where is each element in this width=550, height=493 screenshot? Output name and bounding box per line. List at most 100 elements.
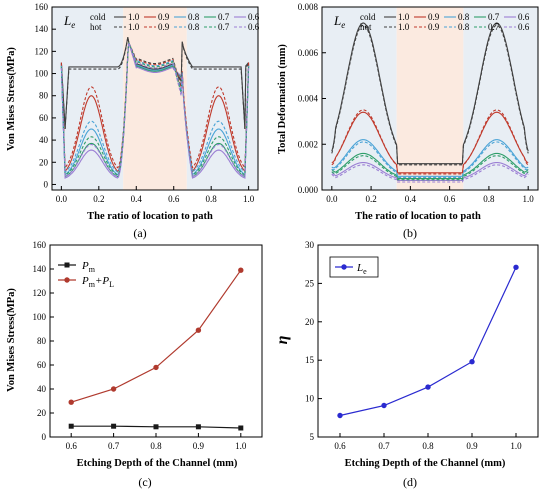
panel-c-frame — [49, 244, 263, 438]
panel-c-ytick-label: 140 — [33, 264, 47, 274]
panel-b-legend-row-label: cold — [360, 12, 376, 22]
panel-d-data-point — [337, 412, 343, 419]
panel-d-xtick-label: 1.0 — [510, 441, 522, 451]
panel-d-xtick-label: 0.9 — [466, 441, 478, 451]
panel-b-xtick-label: 0.6 — [444, 194, 456, 204]
panel-c-data-point — [238, 267, 244, 273]
panel-a-ytick-label: 120 — [35, 46, 49, 56]
panel-b-legend-entry: 0.9 — [428, 12, 440, 22]
panel-a: 0.0 0.2 0.4 0.6 0.8 1.0 0 20 40 60 80 100 120 140 160 L… — [6, 2, 260, 240]
panel-b-legend-row-label: hot — [360, 22, 372, 32]
panel-a-legend-row-label: cold — [90, 12, 106, 22]
panel-c-legend-entry: Pm — [81, 260, 96, 274]
panel-c-legend-marker — [64, 277, 70, 283]
panel-b-xlabel: The ratio of location to path — [355, 211, 481, 222]
panel-d-ytick-label: 5 — [310, 432, 315, 442]
panel-a-series-line-cold-0-8 — [60, 42, 250, 176]
panel-c-data-point — [195, 424, 201, 430]
panel-a-frame — [51, 6, 259, 191]
panel-b-legend-entry: 0.8 — [458, 12, 470, 22]
panel-c-xlabel: Etching Depth of the Channel (mm) — [77, 458, 238, 469]
panel-d-data-point — [513, 264, 519, 270]
panel-a-series-line-hot-0-8 — [60, 42, 250, 174]
panel-d-data-point — [425, 384, 431, 390]
panel-a-ytick-label: 20 — [39, 157, 49, 167]
panel-b-xtick-label: 1.0 — [523, 194, 535, 204]
panel-a-ytick-label: 80 — [39, 91, 49, 101]
panel-b-legend-symbol: Le — [333, 13, 345, 30]
panel-b-series-line-cold-0-8 — [331, 139, 529, 177]
panel-d-ytick-label: 25 — [305, 278, 315, 288]
panel-a-legend-entry: 0.7 — [218, 12, 230, 22]
panel-b-legend-entry: 0.6 — [518, 12, 530, 22]
panel-b-legend-entry: 0.9 — [428, 22, 440, 32]
panel-a-ytick-label: 60 — [39, 113, 49, 123]
panel-d-plot-area: 0.6 0.7 0.8 0.9 1.0 5 10 15 20 25 30 Le — [305, 240, 539, 451]
panel-c-data-point — [238, 425, 244, 431]
panel-b-series-line-cold-0-7 — [331, 152, 529, 180]
panel-c-xtick-label: 0.8 — [150, 441, 162, 451]
panel-d: 0.6 0.7 0.8 0.9 1.0 5 10 15 20 25 30 Le Etching Dep… — [274, 240, 539, 489]
panel-b-series-line-cold-0-9 — [331, 111, 529, 174]
panel-d-label: (d) — [403, 475, 417, 489]
panel-a-ytick-label: 140 — [35, 24, 49, 34]
panel-a-series-line-cold-0-6 — [60, 42, 250, 179]
panel-c-data-point — [110, 386, 117, 392]
panel-b-xtick-label: 0.0 — [326, 194, 338, 204]
panel-a-legend-entry: 0.9 — [158, 12, 170, 22]
panel-b-bg-region-1 — [396, 7, 464, 190]
panel-c-data-point — [153, 364, 159, 371]
panel-d-xtick-label: 0.7 — [378, 441, 390, 451]
panel-c-ylabel: Von Mises Stress(MPa) — [6, 288, 17, 392]
panel-a-series-line-hot-0-6 — [60, 42, 250, 178]
panel-b-frame — [321, 6, 539, 191]
panel-b-label: (b) — [403, 226, 417, 240]
panel-b-series-line-cold-0-6 — [331, 162, 529, 181]
panel-c-ytick-label: 20 — [37, 408, 47, 418]
panel-b-xtick-label: 0.4 — [405, 194, 417, 204]
panel-a-legend-entry: 0.6 — [248, 22, 260, 32]
panel-d-xtick-label: 0.8 — [422, 441, 434, 451]
panel-d-ytick-label: 15 — [305, 355, 315, 365]
panel-b-series-line-hot-0-8 — [331, 141, 529, 178]
panel-b: 0.0 0.2 0.4 0.6 0.8 1.0 0.000 0.002 0.004 0.006 0.… — [277, 2, 539, 240]
panel-b-ytick-label: 0.004 — [298, 94, 319, 104]
panel-d-ytick-label: 20 — [305, 317, 315, 327]
panel-a-plot-area: 0.0 0.2 0.4 0.6 0.8 1.0 0 20 40 60 80 100 120 140 160 L… — [35, 2, 260, 204]
panel-c-ytick-label: 60 — [37, 360, 47, 370]
panel-c-ytick-label: 160 — [33, 240, 47, 250]
panel-c-data-point — [68, 423, 74, 429]
panel-d-legend: Le — [329, 256, 379, 278]
panel-a-xtick-label: 1.0 — [243, 194, 255, 204]
panel-d-series-line-0 — [339, 267, 517, 417]
panel-a-legend: Le cold 1.0 0.9 0.8 0.7 0.6 hot 1.0 0.9 0.8 0.7 0.6 — [63, 12, 260, 32]
panel-c-ytick-label: 80 — [37, 336, 47, 346]
panel-b-legend-entry: 1.0 — [398, 12, 410, 22]
panel-a-series-line-cold-0-7 — [60, 42, 250, 178]
panel-a-legend-entry: 0.8 — [188, 12, 200, 22]
panel-d-xlabel: Etching Depth of the Channel (mm) — [345, 458, 506, 469]
panel-c: 0.6 0.7 0.8 0.9 1.0 0 20 40 60 80 100 120 140 160 PmPm… — [6, 240, 263, 489]
panel-c-ytick-label: 100 — [33, 312, 47, 322]
panel-d-ylabel: η — [274, 335, 291, 344]
panel-c-xtick-label: 0.9 — [193, 441, 205, 451]
panel-a-ytick-label: 160 — [35, 2, 49, 12]
panel-b-legend-entry: 0.7 — [488, 22, 500, 32]
panel-a-legend-entry: 1.0 — [128, 22, 140, 32]
panel-a-legend-entry: 0.8 — [188, 22, 200, 32]
panel-a-ylabel: Von Mises Stress(MPa) — [6, 47, 17, 151]
panel-c-series-line-1 — [71, 269, 242, 403]
panel-c-xtick-label: 0.7 — [108, 441, 120, 451]
panel-a-series-line-hot-0-7 — [60, 42, 250, 177]
panel-b-ylabel: Total Deformation (mm) — [277, 44, 288, 154]
panel-d-data-point — [381, 402, 387, 409]
panel-a-legend-entry: 1.0 — [128, 12, 140, 22]
panel-a-xtick-label: 0.6 — [168, 194, 180, 204]
panel-c-data-point — [111, 423, 117, 429]
panel-b-ytick-label: 0.002 — [298, 139, 318, 149]
panel-d-ytick-label: 10 — [305, 394, 315, 404]
panel-d-xtick-label: 0.6 — [334, 441, 346, 451]
panel-a-xtick-label: 0.8 — [206, 194, 218, 204]
panel-a-legend-entry: 0.6 — [248, 12, 260, 22]
